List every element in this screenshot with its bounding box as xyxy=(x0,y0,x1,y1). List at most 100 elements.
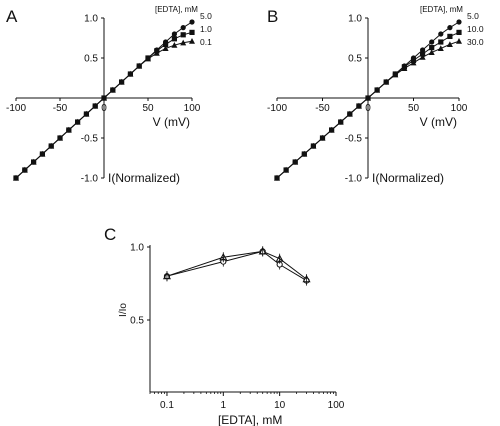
data-point xyxy=(171,36,177,42)
y-tick-label: 0.5 xyxy=(84,54,98,65)
data-point xyxy=(180,39,187,46)
data-point xyxy=(401,65,408,71)
y-tick-label: -1.0 xyxy=(81,174,99,185)
panel-letter: A xyxy=(6,7,18,26)
panel-c xyxy=(147,245,337,396)
data-point xyxy=(420,47,426,53)
data-point xyxy=(438,31,444,37)
y-axis-title: I/Io xyxy=(118,303,129,317)
data-point xyxy=(153,50,160,56)
data-point xyxy=(283,166,290,173)
data-point xyxy=(258,247,267,255)
data-point xyxy=(219,252,228,261)
series-label: 5.0 xyxy=(467,11,479,21)
data-point xyxy=(456,29,462,35)
y-tick-label: -0.5 xyxy=(345,134,363,145)
data-point xyxy=(39,150,46,157)
x-tick-label: 10 xyxy=(274,400,286,411)
data-point xyxy=(171,42,178,48)
x-tick-label: -50 xyxy=(315,103,330,114)
data-point xyxy=(302,274,311,283)
data-point xyxy=(456,19,462,25)
data-point xyxy=(392,71,399,78)
data-point xyxy=(92,102,99,109)
x-tick-label: 50 xyxy=(408,103,420,114)
y-tick-label: 0.5 xyxy=(348,54,362,65)
y-axis-title: I(Normalized) xyxy=(372,171,444,185)
data-point xyxy=(83,110,90,117)
x-tick-label: 100 xyxy=(184,103,201,114)
series-label: 0.1 xyxy=(200,37,212,47)
data-point xyxy=(189,29,195,35)
data-point xyxy=(355,102,362,109)
x-tick-label: -100 xyxy=(6,103,26,114)
data-point xyxy=(101,94,107,101)
data-point xyxy=(429,45,435,51)
data-point xyxy=(189,19,195,25)
data-point xyxy=(292,158,299,165)
data-point xyxy=(419,54,426,60)
panel-letter: C xyxy=(104,225,116,244)
data-point xyxy=(429,39,435,45)
data-point xyxy=(383,78,390,85)
data-point xyxy=(447,25,453,31)
data-point xyxy=(57,134,63,141)
y-tick-label: -0.5 xyxy=(81,134,99,145)
series-line xyxy=(166,250,307,280)
data-point xyxy=(447,33,453,39)
panel-b xyxy=(274,17,462,181)
data-point xyxy=(162,271,172,280)
x-tick-label: -100 xyxy=(267,103,287,114)
data-point xyxy=(162,45,169,51)
data-point xyxy=(274,174,280,181)
series-label: 10.0 xyxy=(467,24,484,34)
data-point xyxy=(365,94,371,101)
series-label: 5.0 xyxy=(200,11,212,21)
data-point xyxy=(275,254,284,262)
x-tick-label: 0 xyxy=(365,103,371,114)
data-point xyxy=(30,158,37,165)
data-point xyxy=(109,86,116,93)
data-point xyxy=(301,150,308,157)
x-tick-label: -50 xyxy=(53,103,68,114)
data-point xyxy=(346,110,353,117)
data-point xyxy=(310,142,317,149)
x-axis-title: [EDTA], mM xyxy=(218,413,282,426)
y-axis-title: I(Normalized) xyxy=(108,171,180,185)
data-point xyxy=(319,134,326,141)
legend-title: [EDTA], mM xyxy=(420,5,463,14)
data-point xyxy=(180,25,186,31)
data-point xyxy=(127,70,134,77)
series-label: 1.0 xyxy=(200,24,212,34)
x-tick-label: 0 xyxy=(101,103,107,114)
x-tick-label: 50 xyxy=(142,103,154,114)
x-axis-title: V (mV) xyxy=(420,115,457,129)
data-point xyxy=(437,45,444,51)
data-point xyxy=(410,59,417,66)
data-point xyxy=(456,38,462,44)
y-tick-label: 1.0 xyxy=(348,14,362,25)
panel-letter: B xyxy=(267,7,278,26)
data-point xyxy=(65,126,72,133)
data-point xyxy=(438,39,444,45)
data-point xyxy=(374,86,381,93)
x-tick-label: 100 xyxy=(451,103,468,114)
legend-title: [EDTA], mM xyxy=(155,5,198,14)
data-point xyxy=(446,41,453,47)
y-tick-label: -1.0 xyxy=(345,174,363,185)
data-point xyxy=(171,31,177,37)
data-point xyxy=(118,78,125,85)
data-point xyxy=(13,174,19,181)
series-line xyxy=(166,250,307,282)
x-tick-label: 1 xyxy=(221,400,227,411)
data-point xyxy=(145,55,151,62)
series-label: 30.0 xyxy=(467,37,484,47)
data-point xyxy=(21,166,28,173)
data-point xyxy=(74,118,81,125)
data-point xyxy=(428,49,435,55)
y-tick-label: 0.5 xyxy=(130,316,144,327)
data-point xyxy=(136,62,143,69)
panel-a xyxy=(13,17,195,181)
x-tick-label: 0.1 xyxy=(160,400,174,411)
data-point xyxy=(337,118,344,125)
